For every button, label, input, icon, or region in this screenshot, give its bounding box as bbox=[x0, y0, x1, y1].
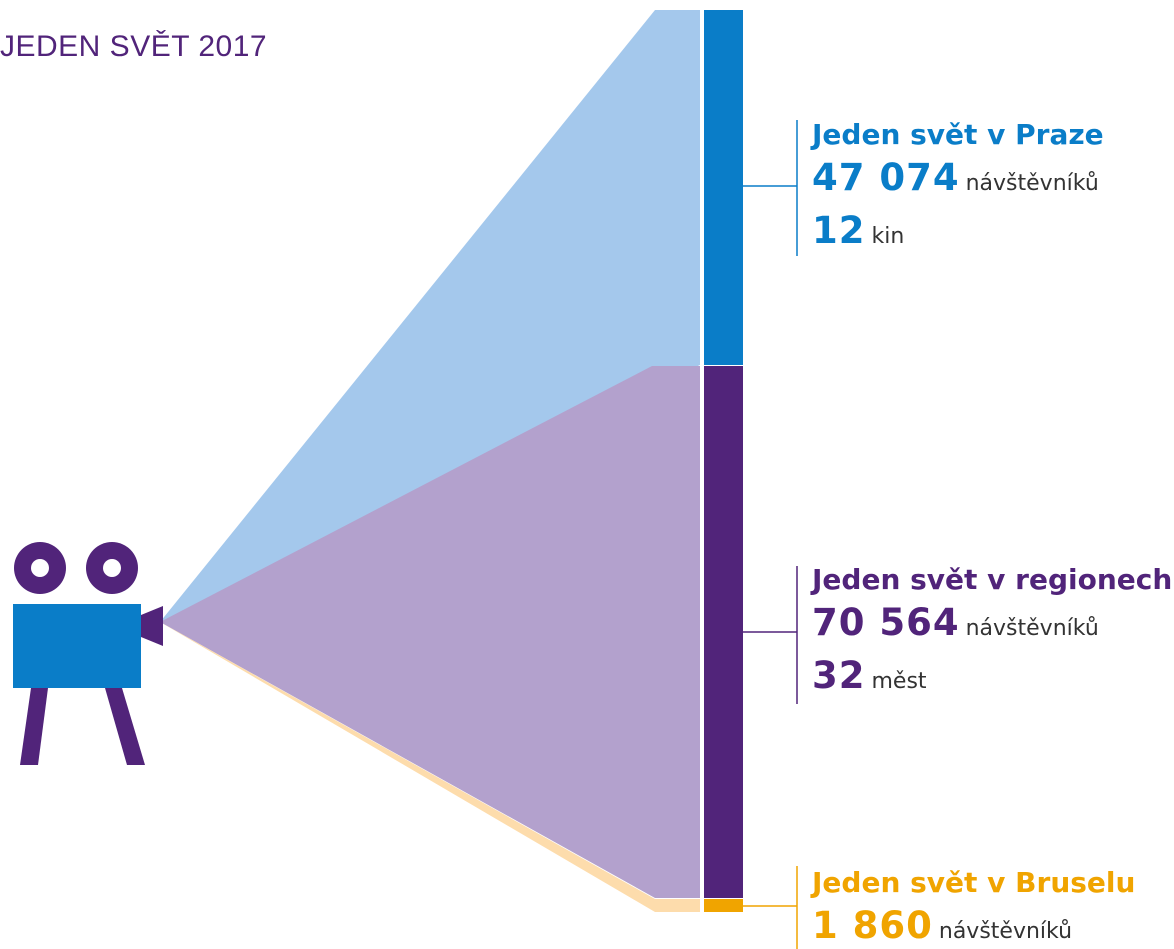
section-regiony: Jeden svět v regionech 70 564 návštěvníků… bbox=[812, 563, 1172, 703]
visitors-count: 1 860 bbox=[812, 904, 933, 947]
bar-praha bbox=[704, 10, 743, 365]
visitors-row: 47 074 návštěvníků bbox=[812, 152, 1104, 211]
section-brusel: Jeden svět v Bruselu 1 860 návštěvníků bbox=[812, 866, 1135, 949]
cities-count: 32 bbox=[812, 654, 866, 697]
cities-row: 32 měst bbox=[812, 656, 1172, 703]
visitors-row: 1 860 návštěvníků bbox=[812, 900, 1135, 949]
film-camera-icon bbox=[13, 542, 163, 765]
visitors-unit: návštěvníků bbox=[938, 919, 1073, 944]
beam-praha bbox=[160, 10, 700, 622]
beam-regiony bbox=[160, 366, 700, 898]
visitors-unit: návštěvníků bbox=[965, 171, 1099, 196]
venues-unit: kin bbox=[871, 224, 905, 249]
cities-unit: měst bbox=[871, 669, 927, 694]
venues-row: 12 kin bbox=[812, 211, 1104, 258]
bar-brusel bbox=[704, 899, 743, 912]
visitors-count: 70 564 bbox=[812, 601, 960, 644]
visitors-row: 70 564 návštěvníků bbox=[812, 597, 1172, 656]
section-name: Jeden svět v Praze bbox=[812, 118, 1104, 151]
page-title: JEDEN SVĚT 2017 bbox=[0, 30, 268, 63]
visitors-unit: návštěvníků bbox=[965, 616, 1099, 641]
bar-regiony bbox=[704, 366, 743, 898]
visitors-count: 47 074 bbox=[812, 156, 960, 199]
venues-count: 12 bbox=[812, 209, 866, 252]
section-name: Jeden svět v Bruselu bbox=[812, 866, 1136, 899]
section-name: Jeden svět v regionech bbox=[812, 563, 1173, 596]
section-praha: Jeden svět v Praze 47 074 návštěvníků 12 k… bbox=[812, 118, 1104, 258]
